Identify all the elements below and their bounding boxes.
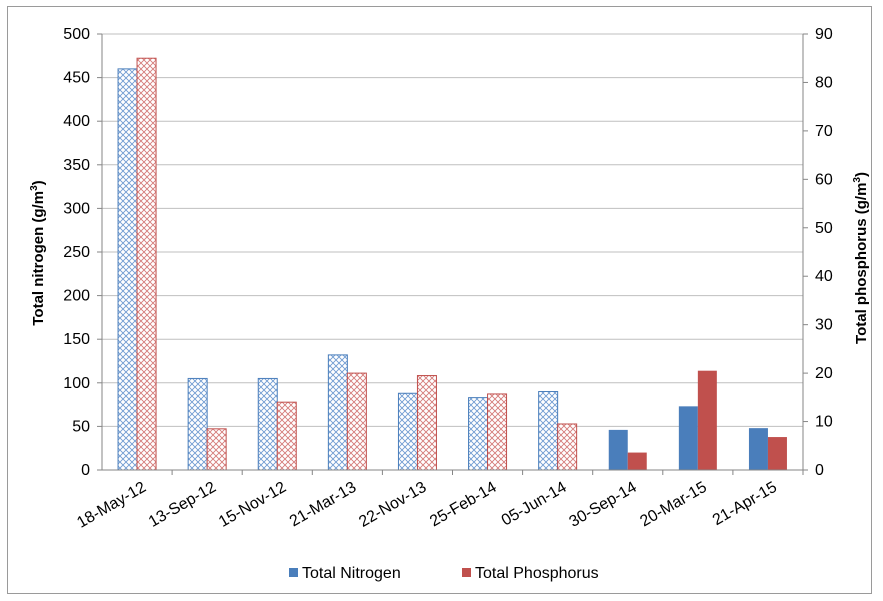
y-right-tick-label: 10 xyxy=(815,414,833,431)
bar-total-phosphorus xyxy=(136,57,157,471)
bar-total-phosphorus xyxy=(487,393,508,471)
y-left-tick-label: 350 xyxy=(63,157,90,174)
x-tick-label: 05-Jun-14 xyxy=(499,479,570,530)
bar-total-phosphorus xyxy=(206,428,227,471)
bar-total-nitrogen xyxy=(468,397,489,471)
bar-total-nitrogen xyxy=(678,406,698,470)
y-left-tick-label: 400 xyxy=(63,113,90,130)
y-left-tick-label: 500 xyxy=(63,26,90,43)
labels-layer: 0 50 100 150 200 250 300 350 400 450 500 0 10 20 30 40 5… xyxy=(63,26,833,532)
axes-layer xyxy=(97,33,808,475)
legend-label-nitrogen: Total Nitrogen xyxy=(302,565,401,582)
y-right-title-main: Total phosphorus (g/m xyxy=(853,183,870,344)
bar-total-nitrogen xyxy=(187,377,208,471)
y-left-tick-label: 50 xyxy=(72,418,90,435)
bar-total-nitrogen xyxy=(257,377,278,471)
legend-label-phosphorus: Total Phosphorus xyxy=(475,565,599,582)
y-left-tick-label: 100 xyxy=(63,375,90,392)
bar-total-phosphorus xyxy=(627,452,647,470)
bar-total-phosphorus xyxy=(276,401,297,471)
legend-swatch-nitrogen xyxy=(289,568,298,577)
y-right-tick-label: 90 xyxy=(815,26,833,43)
bar-total-nitrogen xyxy=(117,68,138,471)
x-tick-label: 21-Apr-15 xyxy=(710,479,780,529)
bar-total-nitrogen xyxy=(397,392,418,471)
bar-total-nitrogen xyxy=(327,354,348,471)
bar-total-nitrogen xyxy=(608,429,628,470)
bar-total-phosphorus xyxy=(767,437,787,470)
y-right-tick-label: 20 xyxy=(815,365,833,382)
x-tick-label: 15-Nov-12 xyxy=(216,479,289,531)
x-tick-label: 30-Sep-14 xyxy=(567,479,640,531)
y-left-title-main: Total nitrogen (g/m xyxy=(30,191,47,326)
grid-layer xyxy=(102,33,803,427)
y-right-axis-title: Total phosphorus (g/m3) xyxy=(852,172,870,344)
y-right-title-end: ) xyxy=(853,172,870,177)
y-right-tick-label: 50 xyxy=(815,220,833,237)
bar-total-nitrogen xyxy=(538,391,559,471)
y-right-tick-label: 80 xyxy=(815,74,833,91)
y-right-tick-label: 40 xyxy=(815,268,833,285)
y-right-tick-label: 70 xyxy=(815,123,833,140)
y-right-title-sup: 3 xyxy=(852,177,863,183)
bar-total-nitrogen xyxy=(748,428,768,470)
y-left-tick-label: 0 xyxy=(81,462,90,479)
x-tick-label: 21-Mar-13 xyxy=(287,479,360,531)
y-left-tick-label: 200 xyxy=(63,288,90,305)
y-left-tick-label: 450 xyxy=(63,70,90,87)
y-left-title-sup: 3 xyxy=(29,185,40,191)
bar-total-phosphorus xyxy=(697,370,717,470)
y-left-tick-label: 300 xyxy=(63,200,90,217)
legend: Total Nitrogen Total Phosphorus xyxy=(289,565,599,582)
y-right-tick-label: 30 xyxy=(815,317,833,334)
legend-swatch-phosphorus xyxy=(462,568,471,577)
bar-total-phosphorus xyxy=(346,372,367,471)
x-tick-label: 13-Sep-12 xyxy=(146,479,219,531)
bars-layer xyxy=(117,57,787,471)
bar-total-phosphorus xyxy=(416,375,437,471)
y-left-tick-label: 250 xyxy=(63,244,90,261)
x-tick-label: 22-Nov-13 xyxy=(356,479,429,531)
y-left-tick-label: 150 xyxy=(63,331,90,348)
x-tick-label: 18-May-12 xyxy=(74,479,149,532)
x-tick-label: 25-Feb-14 xyxy=(427,479,500,531)
y-left-title-end: ) xyxy=(30,180,47,185)
y-left-axis-title: Total nitrogen (g/m3) xyxy=(29,180,47,325)
y-right-tick-label: 60 xyxy=(815,171,833,188)
y-right-tick-label: 0 xyxy=(815,462,824,479)
bar-total-phosphorus xyxy=(557,423,578,471)
x-tick-label: 20-Mar-15 xyxy=(637,479,710,531)
